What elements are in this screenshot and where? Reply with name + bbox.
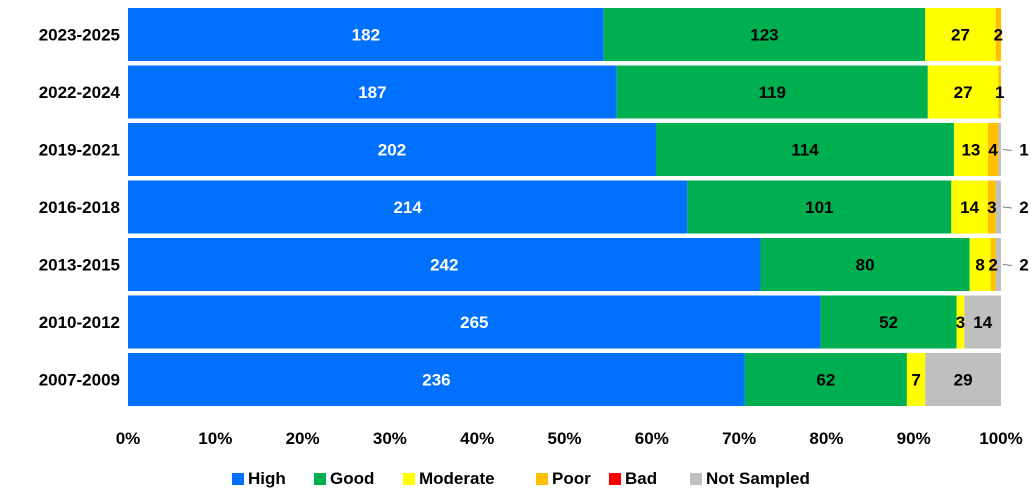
legend-swatch (232, 473, 244, 485)
bar-segment (998, 123, 1001, 176)
bar-segment (906, 353, 926, 406)
data-label: 52 (879, 313, 898, 332)
bar-segment (925, 353, 1001, 406)
bar-segment (128, 295, 821, 349)
data-label: 2 (1019, 256, 1028, 275)
x-tick-label: 0% (116, 429, 141, 448)
legend-swatch (690, 473, 702, 485)
data-label: 29 (954, 371, 973, 390)
legend-swatch (314, 473, 326, 485)
data-label: 3 (987, 198, 996, 217)
x-tick-label: 20% (286, 429, 320, 448)
data-label: 265 (460, 313, 488, 332)
bar-segment (998, 65, 1001, 119)
data-label: 14 (973, 313, 992, 332)
data-label: 1 (995, 83, 1004, 102)
category-label: 2013-2015 (39, 256, 120, 275)
bar-segment (603, 8, 926, 61)
bar-segment (925, 8, 996, 61)
data-label: 182 (352, 26, 380, 45)
data-label: 1 (1019, 141, 1028, 160)
x-tick-label: 80% (809, 429, 843, 448)
data-label: 3 (956, 313, 965, 332)
data-label: 13 (961, 141, 980, 160)
bar-segment (995, 8, 1001, 61)
data-label: 114 (791, 141, 819, 160)
bar-segment (951, 180, 988, 234)
data-label: 80 (856, 256, 875, 275)
x-tick-label: 90% (897, 429, 931, 448)
bar-segment (995, 180, 1001, 234)
legend-swatch (403, 473, 415, 485)
data-label: 8 (975, 256, 984, 275)
bar-segment (969, 238, 991, 291)
bar-segment (128, 353, 745, 406)
data-label: 101 (805, 198, 833, 217)
bar-segment (128, 65, 617, 119)
data-label: 62 (816, 371, 835, 390)
bar-segment (953, 123, 988, 176)
x-tick-label: 40% (460, 429, 494, 448)
category-label: 2019-2021 (39, 141, 120, 160)
bar-segment (128, 123, 656, 176)
bar-segment (987, 123, 999, 176)
data-label: 214 (393, 198, 422, 217)
bar-segment (616, 65, 928, 119)
bar-segment (687, 180, 952, 234)
legend-label: Moderate (419, 469, 495, 488)
x-tick-label: 100% (979, 429, 1022, 448)
legend-label: Poor (552, 469, 591, 488)
bar-segment (128, 8, 604, 61)
bar-segment (128, 180, 688, 234)
data-label: 7 (911, 371, 920, 390)
bar-segment (927, 65, 999, 119)
bar-segment (956, 295, 965, 349)
data-label: 2 (988, 256, 997, 275)
bar-segment (128, 238, 761, 291)
leader-line (1002, 149, 1013, 151)
x-tick-label: 30% (373, 429, 407, 448)
bar-segment (655, 123, 954, 176)
legend-label: High (248, 469, 286, 488)
legend-label: Bad (625, 469, 657, 488)
x-tick-label: 50% (547, 429, 581, 448)
bar-segment (744, 353, 907, 406)
category-label: 2023-2025 (39, 26, 120, 45)
data-label: 27 (951, 26, 970, 45)
bar-segment (760, 238, 970, 291)
data-label: 187 (358, 83, 386, 102)
category-label: 2010-2012 (39, 313, 120, 332)
data-label: 119 (759, 83, 786, 102)
bar-segment (990, 238, 996, 291)
data-label: 4 (988, 141, 998, 160)
category-label: 2007-2009 (39, 371, 120, 390)
bar-segment (995, 238, 1001, 291)
legend-label: Good (330, 469, 374, 488)
data-label: 202 (378, 141, 406, 160)
category-label: 2022-2024 (39, 83, 121, 102)
legend-swatch (536, 473, 548, 485)
data-label: 236 (422, 371, 450, 390)
data-label: 14 (960, 198, 979, 217)
data-label: 242 (430, 256, 458, 275)
bar-segment (820, 295, 957, 349)
data-label: 123 (750, 26, 778, 45)
bar-segment (964, 295, 1001, 349)
category-label: 2016-2018 (39, 198, 120, 217)
legend-swatch (609, 473, 621, 485)
data-label: 2 (1019, 198, 1028, 217)
legend-label: Not Sampled (706, 469, 810, 488)
x-tick-label: 60% (635, 429, 669, 448)
leader-line (1002, 206, 1013, 209)
bar-segment (987, 180, 996, 234)
x-tick-label: 10% (198, 429, 232, 448)
data-label: 2 (994, 26, 1003, 45)
leader-line (1002, 264, 1013, 266)
x-tick-label: 70% (722, 429, 756, 448)
data-label: 27 (954, 83, 973, 102)
